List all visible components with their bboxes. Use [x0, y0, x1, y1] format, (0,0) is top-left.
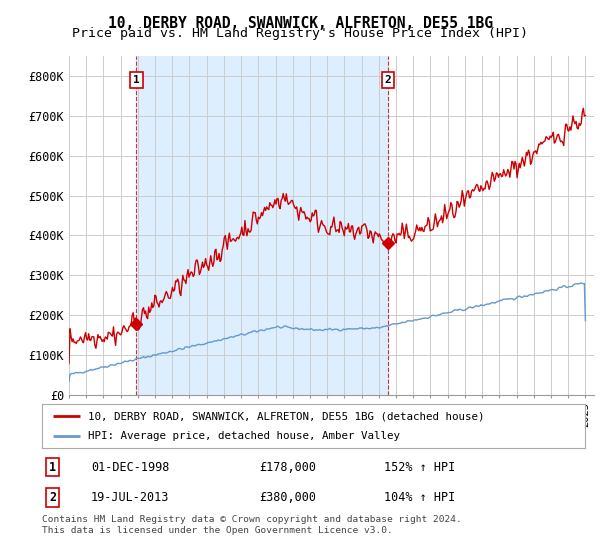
Text: £178,000: £178,000: [259, 460, 316, 474]
Text: 10, DERBY ROAD, SWANWICK, ALFRETON, DE55 1BG (detached house): 10, DERBY ROAD, SWANWICK, ALFRETON, DE55…: [88, 411, 485, 421]
Text: 1: 1: [49, 460, 56, 474]
Text: 104% ↑ HPI: 104% ↑ HPI: [384, 491, 455, 504]
Text: 10, DERBY ROAD, SWANWICK, ALFRETON, DE55 1BG: 10, DERBY ROAD, SWANWICK, ALFRETON, DE55…: [107, 16, 493, 31]
Text: 19-JUL-2013: 19-JUL-2013: [91, 491, 169, 504]
Text: 2: 2: [49, 491, 56, 504]
Text: 152% ↑ HPI: 152% ↑ HPI: [384, 460, 455, 474]
Text: 2: 2: [385, 75, 392, 85]
Bar: [136, 56, 388, 395]
Text: Price paid vs. HM Land Registry's House Price Index (HPI): Price paid vs. HM Land Registry's House …: [72, 27, 528, 40]
Text: 01-DEC-1998: 01-DEC-1998: [91, 460, 169, 474]
Text: Contains HM Land Registry data © Crown copyright and database right 2024.
This d: Contains HM Land Registry data © Crown c…: [42, 515, 462, 535]
Text: £380,000: £380,000: [259, 491, 316, 504]
Text: 1: 1: [133, 75, 140, 85]
Text: HPI: Average price, detached house, Amber Valley: HPI: Average price, detached house, Ambe…: [88, 431, 400, 441]
